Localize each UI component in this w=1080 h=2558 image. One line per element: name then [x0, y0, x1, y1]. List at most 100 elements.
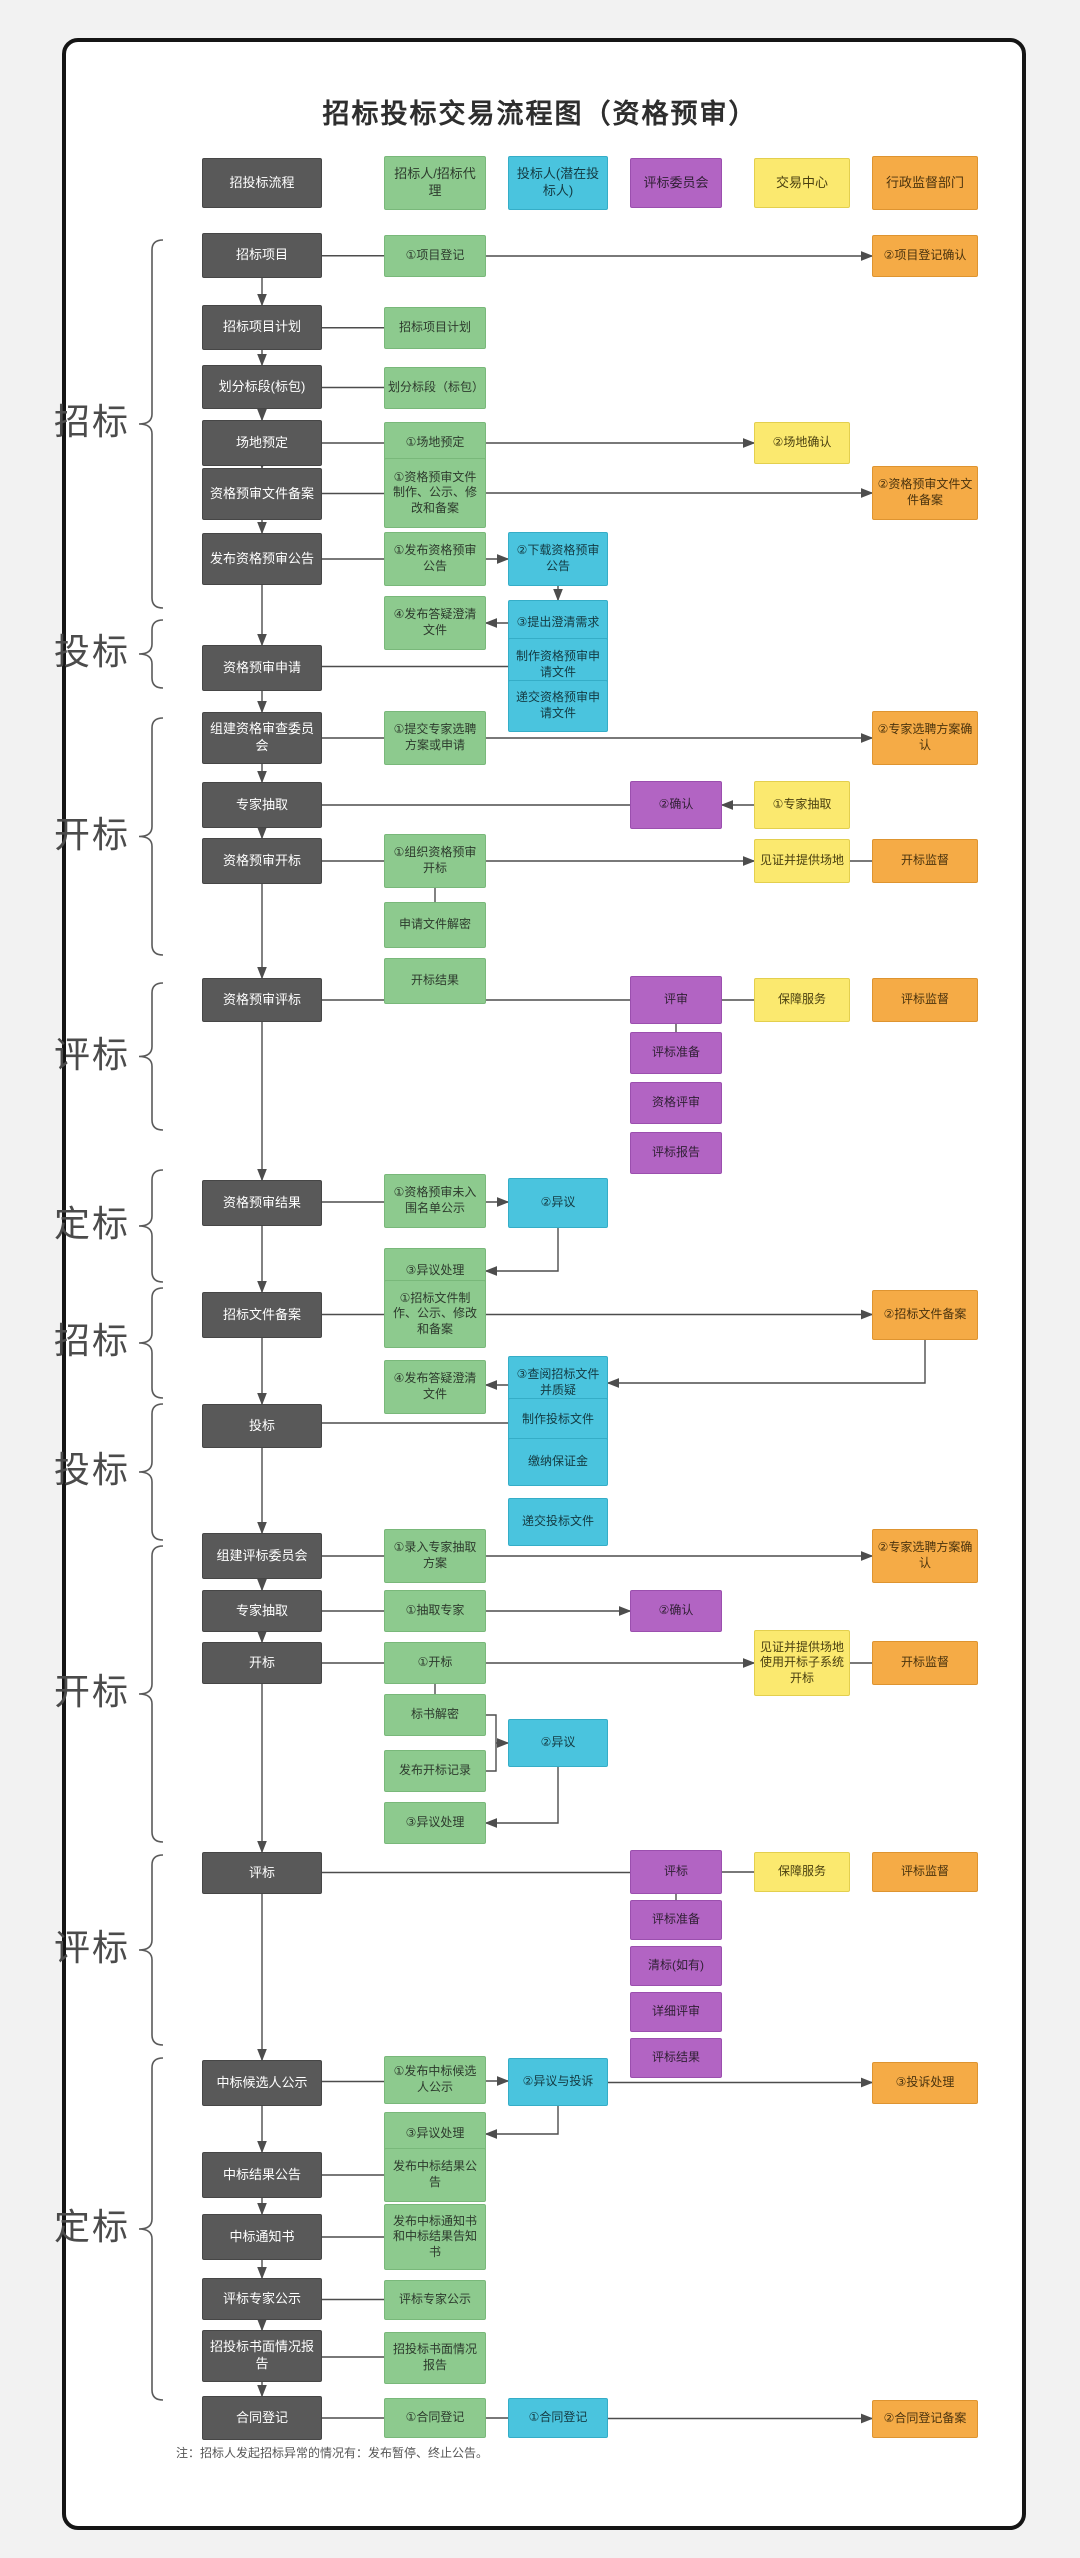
- node-label: ①合同登记: [405, 2410, 465, 2425]
- flow-node-a14: ①招标文件制作、公示、修改和备案: [384, 1280, 486, 1348]
- node-label: ③查阅招标文件并质疑: [516, 1367, 600, 1397]
- phase-label-2: 投标: [53, 631, 130, 672]
- node-label: 评标报告: [651, 1145, 700, 1160]
- node-label: ①抽取专家: [405, 1603, 465, 1618]
- node-label: 招投标书面情况报告: [392, 2342, 477, 2372]
- flow-node-g11: 资格预审评标: [202, 978, 322, 1022]
- node-label: ①合同登记: [528, 2410, 588, 2425]
- node-label: 组建资格审查委员会: [209, 721, 314, 753]
- flow-node-p7: 评标: [630, 1850, 722, 1894]
- flow-node-p4: 资格评审: [630, 1082, 722, 1124]
- flow-node-o6: ②招标文件备案: [872, 1290, 978, 1340]
- flow-node-o9: 评标监督: [872, 1852, 978, 1892]
- node-label: 评标委员会: [643, 174, 709, 190]
- flow-node-g3: 划分标段(标包): [202, 365, 322, 409]
- node-label: 划分标段（标包）: [388, 380, 485, 395]
- node-label: 评标监督: [900, 992, 949, 1007]
- phase-label-1: 招标: [53, 401, 130, 442]
- node-label: 投标: [248, 1417, 275, 1433]
- node-label: ③异议处理: [405, 1263, 465, 1278]
- node-label: 缴纳保证金: [527, 1454, 588, 1469]
- node-label: 发布开标记录: [398, 1763, 471, 1778]
- node-label: 资格预审结果: [222, 1194, 301, 1210]
- flow-node-a19: 标书解密: [384, 1694, 486, 1736]
- node-label: ②异议与投诉: [522, 2074, 594, 2089]
- node-label: 开标结果: [410, 973, 459, 988]
- node-label: 招标项目计划: [398, 320, 471, 335]
- node-label: ②招标文件备案: [883, 1307, 967, 1322]
- flow-node-g6: 发布资格预审公告: [202, 533, 322, 585]
- node-label: 专家抽取: [235, 1602, 288, 1618]
- flow-node-y6: 保障服务: [754, 1852, 850, 1892]
- flow-node-c4: 递交资格预审申请文件: [508, 680, 608, 732]
- node-label: 评标监督: [900, 1864, 949, 1879]
- flow-node-o11: ②合同登记备案: [872, 2400, 978, 2438]
- phase-label-10: 定标: [53, 2206, 130, 2247]
- flow-node-g22: 评标专家公示: [202, 2278, 322, 2320]
- flow-node-c10: ②异议: [508, 1719, 608, 1767]
- node-label: ②场地确认: [772, 435, 832, 450]
- flow-node-p5: 评标报告: [630, 1132, 722, 1174]
- flow-node-g9: 专家抽取: [202, 782, 322, 828]
- flow-node-p2: 评审: [630, 976, 722, 1024]
- node-label: ①提交专家选聘方案或申请: [393, 722, 477, 752]
- flow-node-o8: 开标监督: [872, 1641, 978, 1685]
- flow-node-g16: 专家抽取: [202, 1590, 322, 1632]
- flow-node-p10: 详细评审: [630, 1992, 722, 2032]
- flow-node-a2: 招标项目计划: [384, 307, 486, 349]
- flow-node-g14: 投标: [202, 1404, 322, 1448]
- node-label: ②异议: [540, 1735, 576, 1750]
- flow-node-a11: 开标结果: [384, 958, 486, 1004]
- flow-node-a24: 发布中标结果公告: [384, 2148, 486, 2202]
- flow-node-a25: 发布中标通知书和中标结果告知书: [384, 2204, 486, 2270]
- flow-node-a28: ①合同登记: [384, 2398, 486, 2438]
- flow-node-g17: 开标: [202, 1642, 322, 1684]
- flow-node-a26: 评标专家公示: [384, 2280, 486, 2320]
- node-label: ①招标文件制作、公示、修改和备案: [392, 1290, 477, 1336]
- node-label: 资格预审申请: [222, 659, 301, 675]
- node-label: 评标结果: [651, 2050, 700, 2065]
- flow-node-g12: 资格预审结果: [202, 1180, 322, 1226]
- flow-node-g1: 招标项目: [202, 233, 322, 278]
- lane-header-hd4: 评标委员会: [630, 158, 722, 208]
- flow-node-g4: 场地预定: [202, 420, 322, 466]
- flow-node-y3: 见证并提供场地: [754, 839, 850, 883]
- flow-node-a5: ①资格预审文件制作、公示、修改和备案: [384, 458, 486, 528]
- node-label: 招投标书面情况报告: [209, 2339, 314, 2371]
- node-label: 资格预审文件备案: [209, 485, 314, 501]
- phase-label-8: 开标: [53, 1671, 130, 1712]
- flow-node-g10: 资格预审开标: [202, 838, 322, 884]
- flow-node-a15: ④发布答疑澄清文件: [384, 1360, 486, 1414]
- node-label: 评标准备: [651, 1045, 700, 1060]
- node-label: ②专家选聘方案确认: [877, 722, 973, 752]
- flow-node-c7: 制作投标文件: [508, 1398, 608, 1442]
- flow-node-p1: ②确认: [630, 781, 722, 829]
- phase-label-6: 招标: [53, 1320, 130, 1361]
- node-label: 招标项目计划: [222, 319, 301, 335]
- flow-node-g8: 组建资格审查委员会: [202, 712, 322, 764]
- node-label: 发布中标通知书和中标结果告知书: [392, 2213, 477, 2259]
- node-label: 招标人/招标代理: [394, 166, 476, 198]
- node-label: 标书解密: [410, 1707, 459, 1722]
- node-label: 申请文件解密: [398, 917, 471, 932]
- lane-header-hd5: 交易中心: [754, 158, 850, 208]
- node-label: 制作投标文件: [521, 1412, 594, 1427]
- node-label: ②合同登记备案: [883, 2411, 967, 2426]
- node-label: ①专家抽取: [772, 797, 832, 812]
- flow-node-a10: 申请文件解密: [384, 902, 486, 948]
- flow-node-o7: ②专家选聘方案确认: [872, 1529, 978, 1583]
- node-label: 开标监督: [900, 853, 949, 868]
- node-label: 资格评审: [651, 1095, 700, 1110]
- flow-node-g15: 组建评标委员会: [202, 1533, 322, 1579]
- node-label: ①录入专家抽取方案: [393, 1540, 477, 1570]
- node-label: 中标候选人公示: [216, 2074, 308, 2090]
- flow-node-g5: 资格预审文件备案: [202, 468, 322, 520]
- node-label: 评标专家公示: [398, 2292, 471, 2307]
- node-label: 资格预审开标: [222, 852, 301, 868]
- node-label: 发布中标结果公告: [392, 2159, 477, 2189]
- flow-node-p3: 评标准备: [630, 1032, 722, 1074]
- node-label: ①发布中标候选人公示: [393, 2064, 477, 2094]
- node-label: 保障服务: [777, 992, 826, 1007]
- flow-node-p6: ②确认: [630, 1590, 722, 1632]
- node-label: 合同登记: [235, 2409, 288, 2425]
